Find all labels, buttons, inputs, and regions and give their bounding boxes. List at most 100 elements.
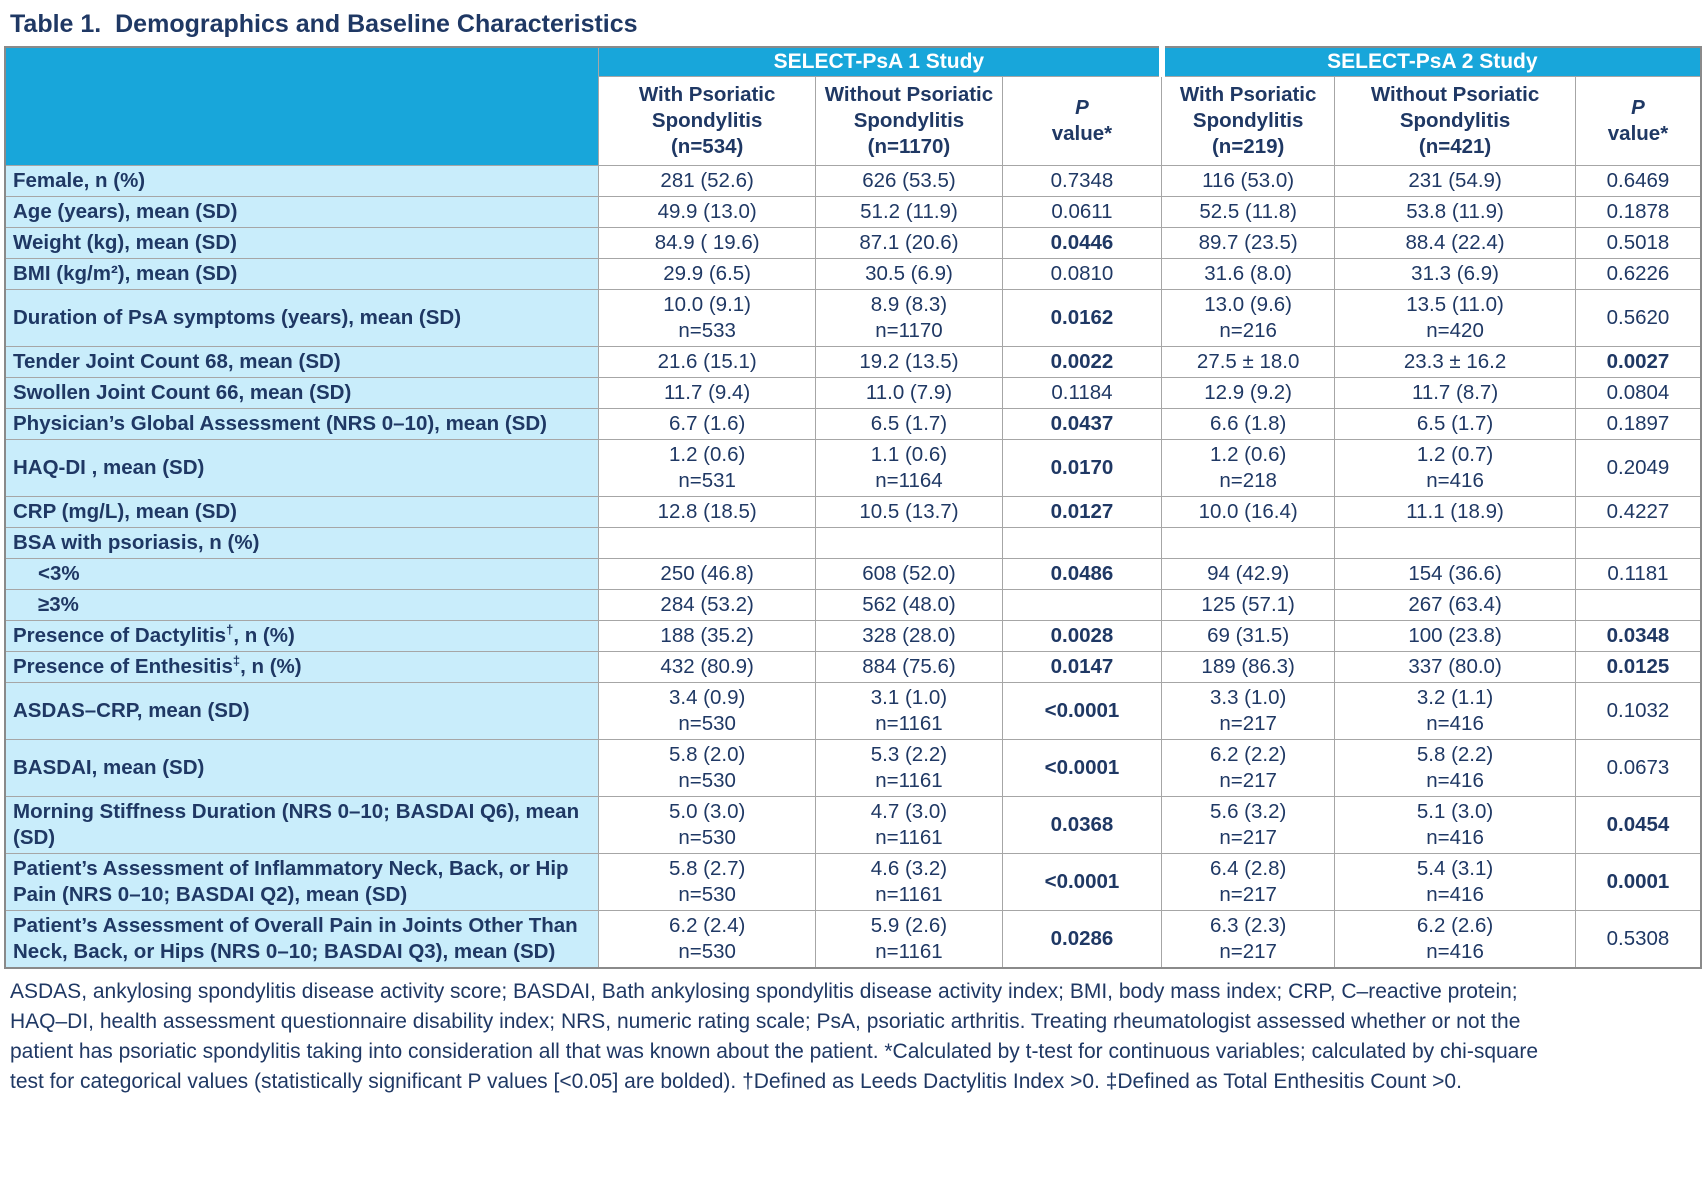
- p-value-cell: 0.1184: [1001, 377, 1163, 409]
- value-cell: 23.3 ± 16.2: [1334, 346, 1576, 378]
- p-value-cell: 0.0162: [1001, 289, 1163, 347]
- p-value-cell: 0.0286: [1001, 910, 1163, 969]
- p-value-cell: 0.0028: [1001, 620, 1163, 652]
- value-cell: 116 (53.0): [1161, 165, 1336, 197]
- table-row: Morning Stiffness Duration (NRS 0–10; BA…: [4, 796, 1702, 854]
- value-cell: 84.9 ( 19.6): [598, 227, 817, 259]
- value-cell: 69 (31.5): [1161, 620, 1336, 652]
- value-cell: [598, 527, 817, 559]
- page: Table 1. Demographics and Baseline Chara…: [4, 10, 1702, 1093]
- table-row: BMI (kg/m²), mean (SD) 29.9 (6.5) 30.5 (6.…: [4, 258, 1702, 290]
- row-label: BASDAI, mean (SD): [4, 739, 600, 797]
- value-cell: 6.6 (1.8): [1161, 408, 1336, 440]
- value-cell: 11.7 (9.4): [598, 377, 817, 409]
- value-cell: 188 (35.2): [598, 620, 817, 652]
- value-cell: 52.5 (11.8): [1161, 196, 1336, 228]
- p-value-cell: 0.0001: [1574, 853, 1702, 911]
- value-cell: [815, 527, 1003, 559]
- column-header-row: With Psoriatic Spondylitis (n=534) Without …: [5, 76, 1702, 166]
- value-cell: 5.1 (3.0) n=416: [1334, 796, 1576, 854]
- value-cell: 12.8 (18.5): [598, 496, 817, 528]
- row-label: BSA with psoriasis, n (%): [4, 527, 600, 559]
- table-row: ≥3% 284 (53.2) 562 (48.0) 125 (57.1) 267 (63…: [4, 589, 1702, 621]
- p-value-cell: 0.5620: [1574, 289, 1702, 347]
- p-value-cell: 0.5308: [1574, 910, 1702, 969]
- value-cell: 3.4 (0.9) n=530: [598, 682, 817, 740]
- value-cell: 49.9 (13.0): [598, 196, 817, 228]
- p-value-cell: 0.0348: [1574, 620, 1702, 652]
- select-psa2-group-header: SELECT-PsA 2 Study: [1161, 46, 1702, 77]
- row-label: Age (years), mean (SD): [4, 196, 600, 228]
- value-cell: [1334, 527, 1576, 559]
- value-cell: 31.3 (6.9): [1334, 258, 1576, 290]
- table-row: BASDAI, mean (SD) 5.8 (2.0) n=530 5.3 (2.2)…: [4, 739, 1702, 797]
- value-cell: 4.6 (3.2) n=1161: [815, 853, 1003, 911]
- p-value-cell: 0.0486: [1001, 558, 1163, 590]
- value-cell: 8.9 (8.3) n=1170: [815, 289, 1003, 347]
- table-row: Patient’s Assessment of Overall Pain in …: [4, 910, 1702, 969]
- p-value-cell: 0.0673: [1574, 739, 1702, 797]
- demographics-table: SELECT-PsA 1 Study SELECT-PsA 2 Study Wi…: [4, 46, 1702, 969]
- value-cell: 6.5 (1.7): [815, 408, 1003, 440]
- value-cell: 284 (53.2): [598, 589, 817, 621]
- value-cell: 3.3 (1.0) n=217: [1161, 682, 1336, 740]
- p-value-cell: 0.0368: [1001, 796, 1163, 854]
- p-value-cell: <0.0001: [1001, 853, 1163, 911]
- value-cell: 1.2 (0.6) n=531: [598, 439, 817, 497]
- value-cell: 1.1 (0.6) n=1164: [815, 439, 1003, 497]
- value-cell: 337 (80.0): [1334, 651, 1576, 683]
- value-cell: 1.2 (0.7) n=416: [1334, 439, 1576, 497]
- p-value-cell: 0.4227: [1574, 496, 1702, 528]
- row-label: Duration of PsA symptoms (years), mean (…: [4, 289, 600, 347]
- value-cell: 11.7 (8.7): [1334, 377, 1576, 409]
- p-value-cell: 0.0810: [1001, 258, 1163, 290]
- table-row: ASDAS–CRP, mean (SD) 3.4 (0.9) n=530 3.1 (1…: [4, 682, 1702, 740]
- p-value-cell: 0.0611: [1001, 196, 1163, 228]
- p-value-cell: 0.0022: [1001, 346, 1163, 378]
- value-cell: 11.0 (7.9): [815, 377, 1003, 409]
- value-cell: 6.2 (2.6) n=416: [1334, 910, 1576, 969]
- p-value-cell: 0.5018: [1574, 227, 1702, 259]
- row-label: Presence of Dactylitis†, n (%): [4, 620, 600, 652]
- value-cell: 125 (57.1): [1161, 589, 1336, 621]
- value-cell: 88.4 (22.4): [1334, 227, 1576, 259]
- value-cell: 1.2 (0.6) n=218: [1161, 439, 1336, 497]
- study-group-header-row: SELECT-PsA 1 Study SELECT-PsA 2 Study: [4, 46, 1702, 166]
- table-row: Swollen Joint Count 66, mean (SD) 11.7 (9…: [4, 377, 1702, 409]
- row-label: Patient’s Assessment of Inflammatory Nec…: [4, 853, 600, 911]
- table-row: CRP (mg/L), mean (SD) 12.8 (18.5) 10.5 (13…: [4, 496, 1702, 528]
- table-row: Weight (kg), mean (SD) 84.9 ( 19.6) 87.1 (…: [4, 227, 1702, 259]
- value-cell: 432 (80.9): [598, 651, 817, 683]
- row-label: HAQ-DI , mean (SD): [4, 439, 600, 497]
- value-cell: 884 (75.6): [815, 651, 1003, 683]
- value-cell: 6.2 (2.2) n=217: [1161, 739, 1336, 797]
- value-cell: 608 (52.0): [815, 558, 1003, 590]
- p-value-cell: <0.0001: [1001, 682, 1163, 740]
- value-cell: 94 (42.9): [1161, 558, 1336, 590]
- value-cell: 5.3 (2.2) n=1161: [815, 739, 1003, 797]
- table-title: Table 1. Demographics and Baseline Chara…: [10, 10, 638, 38]
- row-label: Tender Joint Count 68, mean (SD): [4, 346, 600, 378]
- table-row: Duration of PsA symptoms (years), mean (…: [4, 289, 1702, 347]
- value-cell: 267 (63.4): [1334, 589, 1576, 621]
- table-body: Female, n (%) 281 (52.6) 626 (53.5) 0.7348 1…: [4, 165, 1702, 969]
- table-row: <3% 250 (46.8) 608 (52.0) 0.0486 94 (42.9) 15…: [4, 558, 1702, 590]
- value-cell: 53.8 (11.9): [1334, 196, 1576, 228]
- p-value-cell: <0.0001: [1001, 739, 1163, 797]
- table-row: Patient’s Assessment of Inflammatory Nec…: [4, 853, 1702, 911]
- value-cell: 11.1 (18.9): [1334, 496, 1576, 528]
- value-cell: 13.0 (9.6) n=216: [1161, 289, 1336, 347]
- value-cell: 154 (36.6): [1334, 558, 1576, 590]
- table-row: Female, n (%) 281 (52.6) 626 (53.5) 0.7348 1…: [4, 165, 1702, 197]
- value-cell: 5.8 (2.7) n=530: [598, 853, 817, 911]
- value-cell: 51.2 (11.9): [815, 196, 1003, 228]
- value-cell: 250 (46.8): [598, 558, 817, 590]
- value-cell: 89.7 (23.5): [1161, 227, 1336, 259]
- row-label: Weight (kg), mean (SD): [4, 227, 600, 259]
- value-cell: 5.8 (2.2) n=416: [1334, 739, 1576, 797]
- p-value-cell: 0.1181: [1574, 558, 1702, 590]
- value-cell: 87.1 (20.6): [815, 227, 1003, 259]
- p-value-cell: 0.1897: [1574, 408, 1702, 440]
- row-label: Presence of Enthesitis‡, n (%): [4, 651, 600, 683]
- value-cell: 5.6 (3.2) n=217: [1161, 796, 1336, 854]
